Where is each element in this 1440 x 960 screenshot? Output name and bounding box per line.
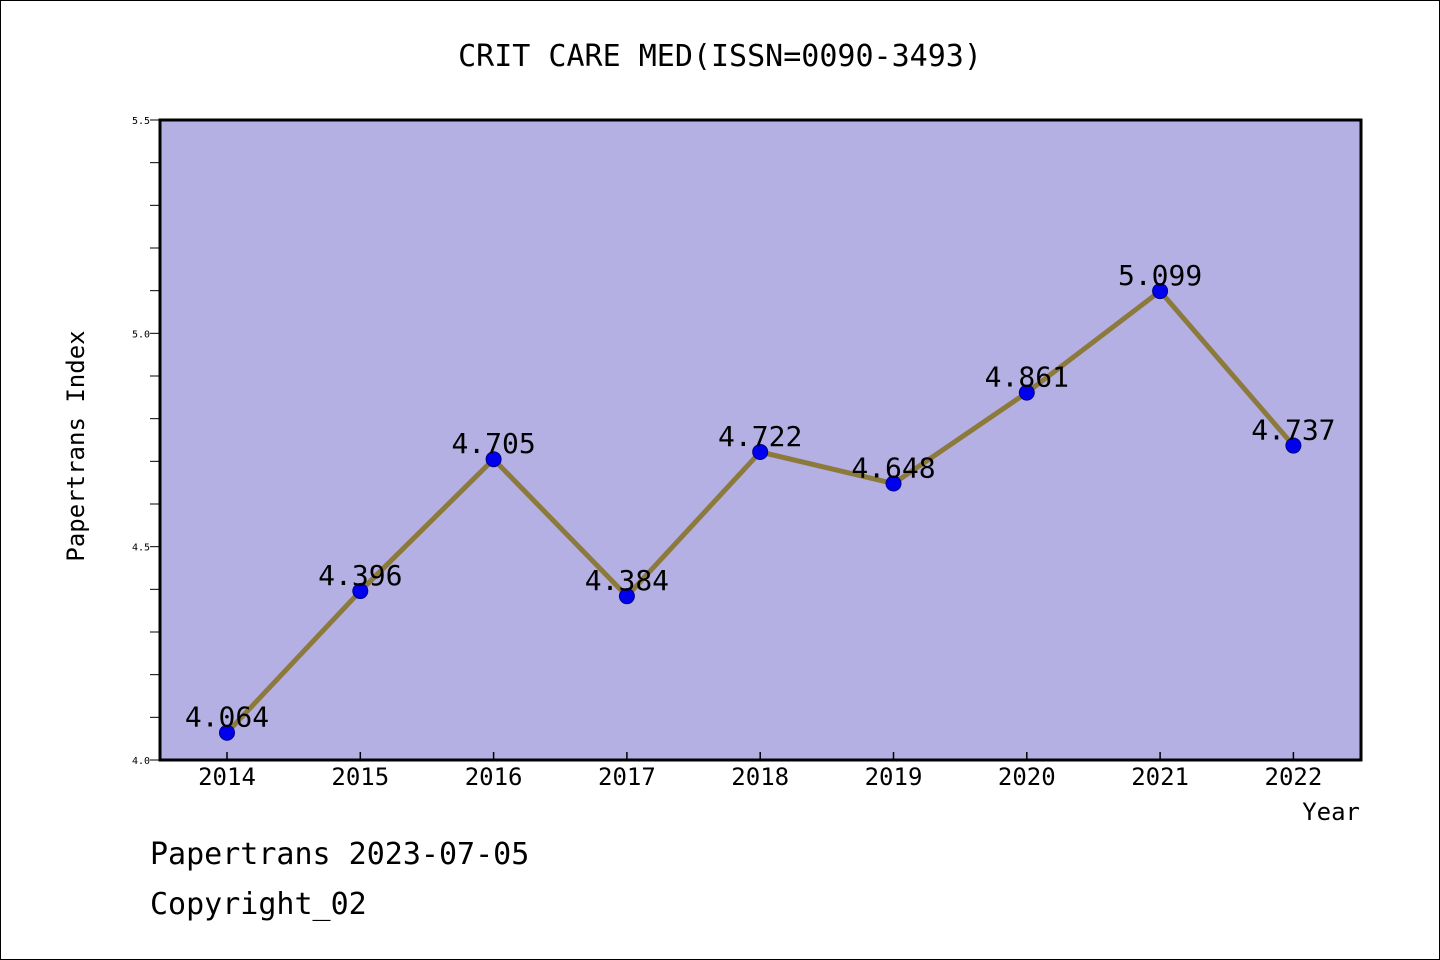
footer-date-text: Papertrans 2023-07-05 [150, 837, 529, 872]
y-tick-label: 4.5 [132, 543, 150, 554]
data-point [352, 583, 369, 600]
data-label: 5.099 [1118, 259, 1202, 292]
data-label: 4.384 [585, 564, 669, 597]
data-point [1285, 437, 1302, 454]
chart-title: CRIT CARE MED(ISSN=0090-3493) [458, 39, 982, 74]
data-label: 4.722 [718, 420, 802, 453]
data-labels: 4.064 4.396 4.705 4.384 4.722 4.648 4.861 5.099… [185, 259, 1336, 734]
data-point [885, 475, 902, 492]
y-tick-label: 5.0 [132, 329, 150, 340]
data-label: 4.861 [985, 361, 1069, 394]
x-tick-label: 2014 [198, 763, 256, 791]
data-point [1018, 384, 1035, 401]
x-tick-label: 2020 [998, 763, 1056, 791]
x-tick-label: 2017 [598, 763, 656, 791]
x-tick-label: 2016 [465, 763, 523, 791]
data-label: 4.737 [1251, 414, 1335, 447]
x-tick-label: 2021 [1131, 763, 1189, 791]
data-point [752, 443, 769, 460]
data-label: 4.396 [318, 559, 402, 592]
x-axis: 2014 2015 2016 2017 2018 2019 2020 2021 2022 [198, 752, 1322, 791]
x-axis-label: Year [1302, 798, 1360, 826]
data-point [1152, 283, 1169, 300]
footer-copyright-text: Copyright_02 [150, 887, 367, 922]
y-tick-label: 5.5 [132, 116, 150, 127]
data-label: 4.705 [451, 427, 535, 460]
series-markers [219, 283, 1302, 741]
data-point [219, 724, 235, 741]
y-tick-label: 4.0 [132, 756, 150, 767]
data-point [485, 451, 502, 468]
y-axis: 4.0 4.5 5.0 5.5 [132, 116, 160, 767]
y-axis-label: Papertrans Index [62, 330, 90, 561]
x-tick-label: 2018 [731, 763, 789, 791]
data-label: 4.648 [851, 452, 935, 485]
x-tick-label: 2022 [1265, 763, 1323, 791]
x-tick-label: 2019 [865, 763, 923, 791]
data-label: 4.064 [185, 701, 269, 734]
x-tick-label: 2015 [331, 763, 389, 791]
data-point [618, 588, 635, 605]
plot-area [158, 118, 1363, 762]
